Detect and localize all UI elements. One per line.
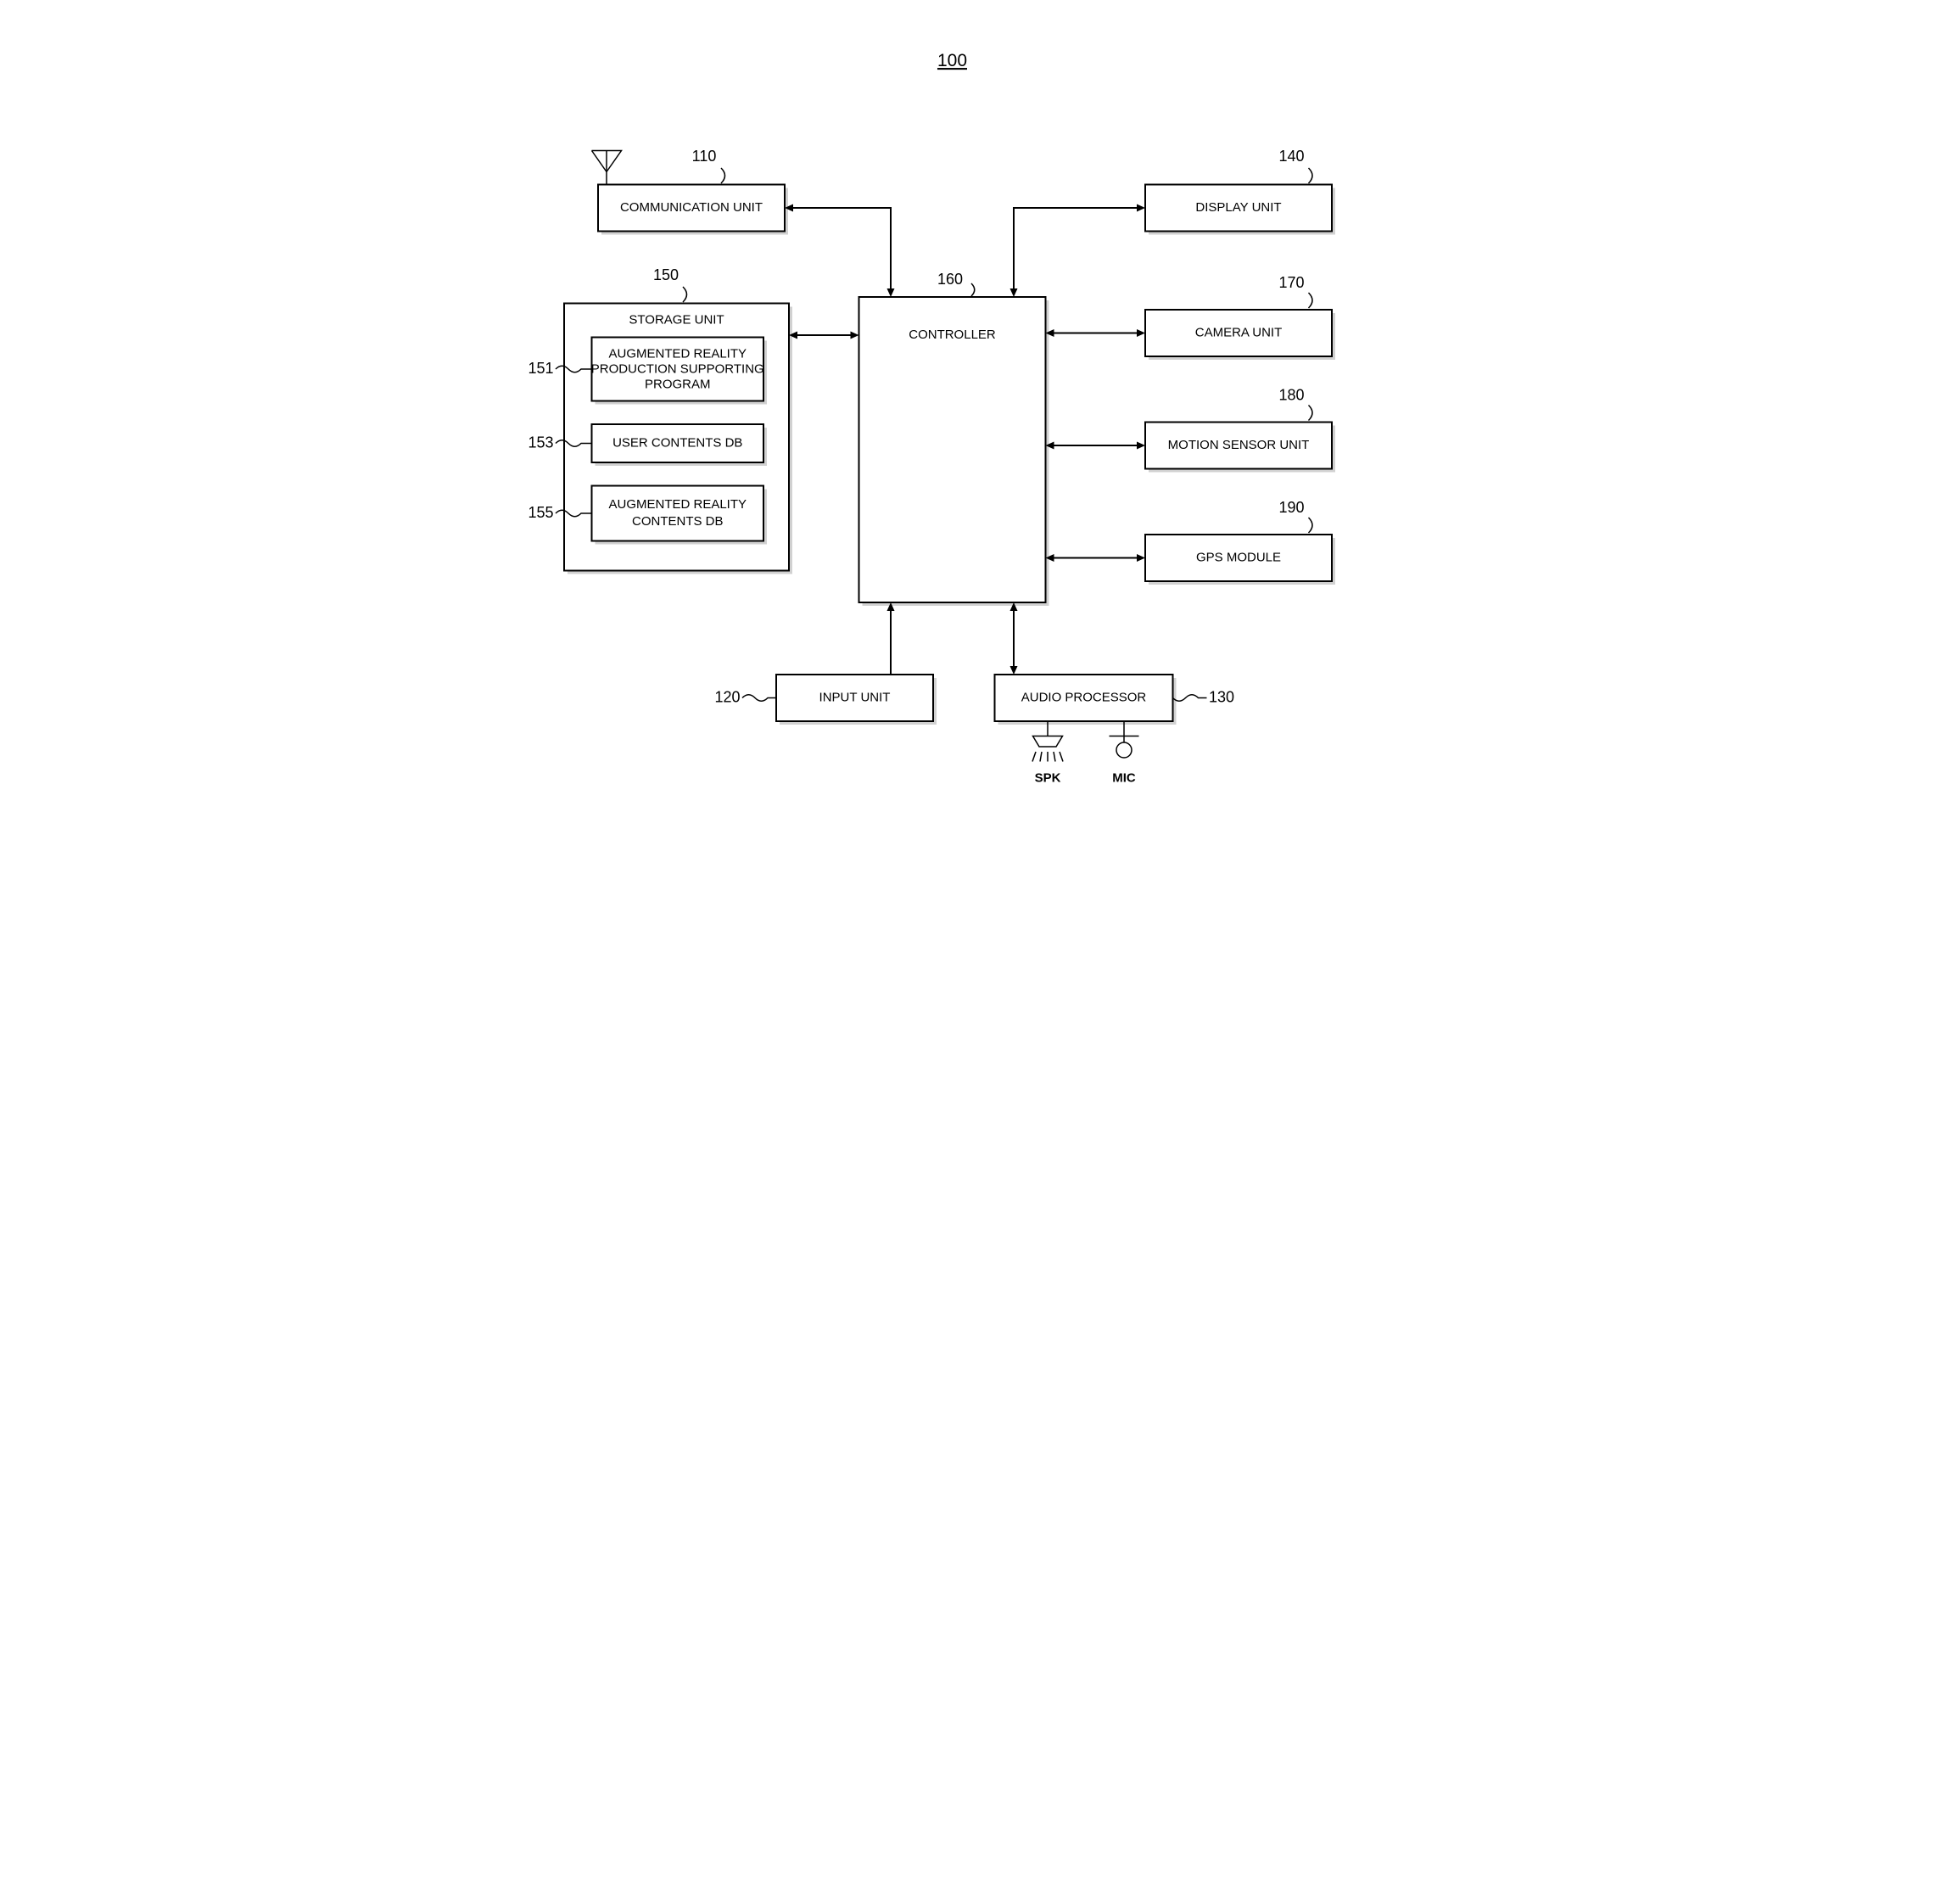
figure-ref: 100 <box>937 51 967 70</box>
svg-text:AUGMENTED REALITY: AUGMENTED REALITY <box>609 497 747 512</box>
mic-label: MIC <box>1113 770 1137 785</box>
audio-processor-label: AUDIO PROCESSOR <box>1021 690 1147 704</box>
ar-program-ref: 151 <box>528 360 554 377</box>
gps-module-block-label: GPS MODULE <box>1196 550 1281 564</box>
display-ref: 140 <box>1279 148 1305 165</box>
motion-sensor-block-label: MOTION SENSOR UNIT <box>1168 438 1310 452</box>
camera-unit-block-ref: 170 <box>1279 274 1305 291</box>
 <box>721 168 725 183</box>
 <box>1309 293 1313 308</box>
input-unit-label: INPUT UNIT <box>819 690 891 704</box>
 <box>742 695 776 702</box>
svg-text:PROGRAM: PROGRAM <box>645 377 711 391</box>
storage-unit-label: STORAGE UNIT <box>629 312 724 327</box>
controller-label: CONTROLLER <box>909 328 996 342</box>
communication-unit-label: COMMUNICATION UNIT <box>620 200 763 215</box>
spk-label: SPK <box>1035 770 1061 785</box>
ar-contents-db-block <box>592 486 764 541</box>
input-ref: 120 <box>715 688 741 705</box>
svg-text:PRODUCTION SUPPORTING: PRODUCTION SUPPORTING <box>591 361 764 376</box>
gps-module-block-ref: 190 <box>1279 499 1305 516</box>
 <box>1309 406 1313 421</box>
user-db-ref: 153 <box>528 434 554 451</box>
communication-ref: 110 <box>692 148 717 165</box>
 <box>1309 518 1313 533</box>
motion-sensor-block-ref: 180 <box>1279 386 1305 403</box>
user-contents-db-label: USER CONTENTS DB <box>612 435 742 450</box>
camera-unit-block-label: CAMERA UNIT <box>1195 325 1283 339</box>
ar-db-ref: 155 <box>528 504 554 521</box>
controller-block <box>859 297 1046 602</box>
controller-ref: 160 <box>937 271 963 288</box>
storage-ref: 150 <box>653 266 679 283</box>
 <box>683 287 687 302</box>
 <box>1173 695 1207 702</box>
audio-ref: 130 <box>1209 688 1234 705</box>
display-unit-label: DISPLAY UNIT <box>1196 200 1282 215</box>
svg-text:CONTENTS DB: CONTENTS DB <box>632 514 724 529</box>
 <box>971 283 975 296</box>
 <box>1309 168 1313 183</box>
svg-text:AUGMENTED REALITY: AUGMENTED REALITY <box>609 346 747 361</box>
